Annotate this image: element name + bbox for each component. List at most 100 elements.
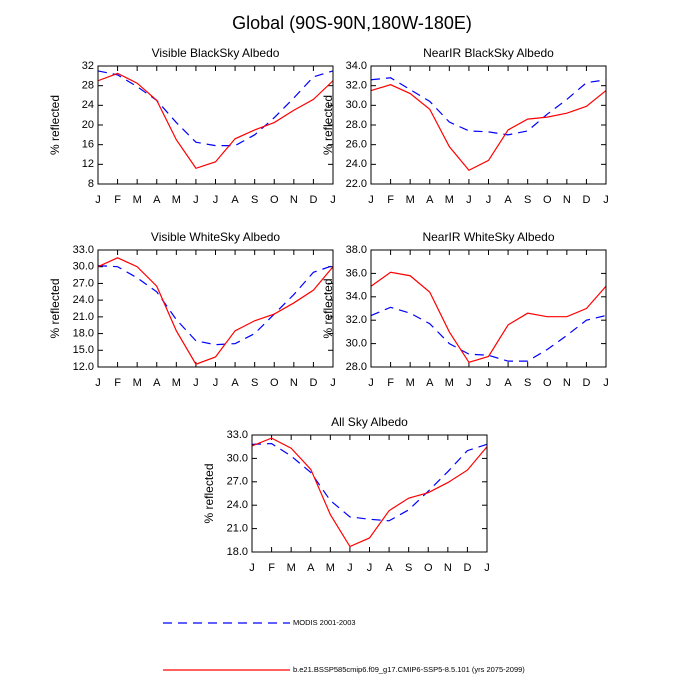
x-tick-label: S (524, 377, 531, 389)
x-tick-label: J (368, 194, 374, 206)
y-tick-label: 36.0 (346, 267, 367, 279)
x-tick-label: A (504, 377, 512, 389)
y-tick-label: 30.0 (227, 452, 248, 464)
y-tick-label: 15.0 (73, 344, 94, 356)
series-line (97, 72, 334, 169)
x-tick-label: M (287, 562, 296, 574)
panel-title: Visible WhiteSky Albedo (151, 230, 281, 244)
x-tick-label: A (153, 194, 161, 206)
x-tick-label: J (466, 194, 472, 206)
y-tick-label: 21.0 (73, 311, 94, 323)
x-tick-label: F (114, 377, 121, 389)
y-tick-label: 28.0 (346, 361, 367, 373)
y-axis-label: % reflected (321, 95, 335, 155)
y-tick-label: 8 (88, 178, 94, 190)
y-tick-label: 32.0 (346, 314, 367, 326)
series-line (370, 84, 607, 171)
x-tick-label: D (582, 194, 590, 206)
panel-title: Visible BlackSky Albedo (152, 46, 280, 60)
x-tick-label: J (466, 377, 472, 389)
plot-frame (97, 249, 334, 368)
x-tick-label: J (603, 194, 609, 206)
panel-title: NearIR BlackSky Albedo (423, 46, 554, 60)
y-tick-label: 22.0 (346, 178, 367, 190)
x-tick-label: J (603, 377, 609, 389)
plot-frame (370, 65, 607, 185)
y-tick-label: 26.0 (346, 139, 367, 151)
series-line (251, 437, 488, 548)
series-line (97, 257, 334, 365)
x-tick-label: J (486, 194, 492, 206)
x-tick-label: J (330, 377, 336, 389)
x-tick-label: M (172, 377, 181, 389)
y-tick-label: 18.0 (73, 327, 94, 339)
y-axis-label: % reflected (48, 278, 62, 338)
x-tick-label: M (445, 377, 454, 389)
x-tick-label: M (133, 194, 142, 206)
y-tick-label: 30.0 (346, 338, 367, 350)
x-tick-label: M (172, 194, 181, 206)
x-tick-label: J (347, 562, 353, 574)
plot-frame (97, 65, 334, 185)
y-tick-label: 28 (82, 80, 94, 92)
y-tick-label: 16 (82, 139, 94, 151)
x-tick-label: J (484, 562, 490, 574)
x-tick-label: J (330, 194, 336, 206)
x-tick-label: D (463, 562, 471, 574)
x-tick-label: S (405, 562, 412, 574)
y-tick-label: 21.0 (227, 523, 248, 535)
x-tick-label: M (133, 377, 142, 389)
x-tick-label: N (444, 562, 452, 574)
x-tick-label: O (270, 377, 279, 389)
y-tick-label: 28.0 (346, 119, 367, 131)
y-tick-label: 32.0 (346, 80, 367, 92)
y-tick-label: 24.0 (346, 158, 367, 170)
x-tick-label: A (426, 377, 434, 389)
y-tick-label: 24.0 (73, 294, 94, 306)
y-tick-label: 12.0 (73, 361, 94, 373)
x-tick-label: M (326, 562, 335, 574)
y-tick-label: 33.0 (73, 244, 94, 256)
x-tick-label: A (385, 562, 393, 574)
x-tick-label: F (114, 194, 121, 206)
x-tick-label: J (193, 377, 199, 389)
x-tick-label: O (270, 194, 279, 206)
x-tick-label: M (406, 194, 415, 206)
x-tick-label: J (193, 194, 199, 206)
x-tick-label: M (445, 194, 454, 206)
y-tick-label: 34.0 (346, 291, 367, 303)
y-tick-label: 27.0 (73, 277, 94, 289)
x-tick-label: A (426, 194, 434, 206)
x-tick-label: J (213, 377, 219, 389)
y-tick-label: 32 (82, 60, 94, 72)
x-tick-label: N (563, 377, 571, 389)
x-tick-label: F (387, 194, 394, 206)
y-tick-label: 30.0 (346, 99, 367, 111)
y-axis-label: % reflected (48, 95, 62, 155)
y-tick-label: 20 (82, 119, 94, 131)
series-line (97, 265, 334, 346)
x-tick-label: N (290, 194, 298, 206)
series-line (97, 70, 334, 147)
plot-frame (251, 434, 488, 553)
x-tick-label: J (367, 562, 373, 574)
figure-title: Global (90S-90N,180W-180E) (232, 13, 472, 33)
x-tick-label: J (95, 377, 101, 389)
x-tick-label: F (387, 377, 394, 389)
x-tick-label: D (309, 377, 317, 389)
x-tick-label: F (268, 562, 275, 574)
y-tick-label: 38.0 (346, 244, 367, 256)
x-tick-label: J (213, 194, 219, 206)
y-tick-label: 18.0 (227, 546, 248, 558)
x-tick-label: M (406, 377, 415, 389)
x-tick-label: S (524, 194, 531, 206)
legend-label: MODIS 2001-2003 (293, 618, 356, 627)
x-tick-label: D (309, 194, 317, 206)
x-tick-label: J (486, 377, 492, 389)
series-line (370, 77, 607, 136)
x-tick-label: A (231, 377, 239, 389)
y-tick-label: 33.0 (227, 429, 248, 441)
x-tick-label: J (368, 377, 374, 389)
